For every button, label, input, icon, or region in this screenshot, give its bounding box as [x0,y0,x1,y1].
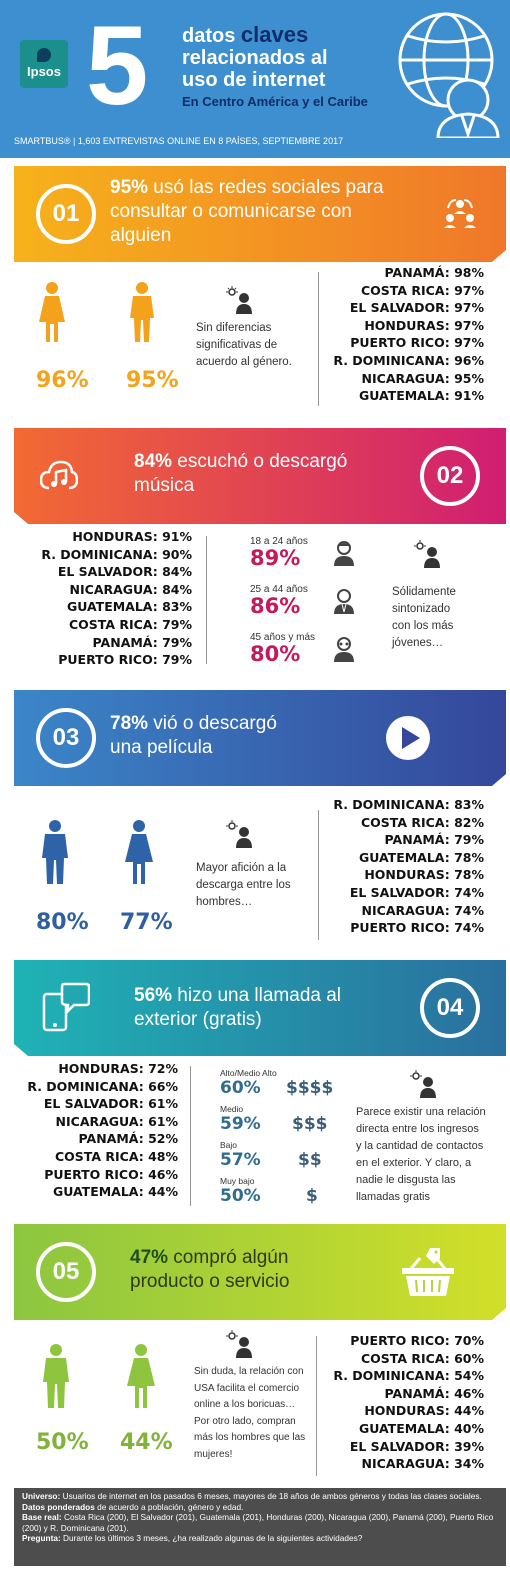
women-pct: 44% [120,1430,173,1455]
women-pct: 96% [36,368,89,393]
section-05-note: Sin duda, la relación con USA facilita el… [194,1366,306,1460]
divider [318,272,319,406]
men-pct: 80% [36,910,89,935]
big-number: 5 [86,3,149,128]
section-03-banner: 03 78% vió o descargó una película [14,690,506,786]
section-01-note: Sin diferencias significativas de acuerdo … [196,322,292,368]
section-number: 02 [420,446,480,506]
page-subtitle: En Centro América y el Caribe [182,94,368,109]
section-headline: 95% usó las redes sociales para consulta… [110,177,384,246]
page-title: datos claves relacionados al uso de inte… [182,22,328,92]
section-04-banner: 56% hizo una llamada al exterior (gratis… [14,960,506,1056]
income-pct: 57% [220,1150,261,1170]
idea-person-icon [226,1330,252,1358]
income-pct: 59% [220,1114,261,1134]
divider [206,536,207,664]
idea-person-icon [226,286,252,314]
age-label: 18 a 24 años [250,536,308,547]
smartbus-caption: SMARTBUS® | 1,603 ENTREVISTAS ONLINE EN … [14,136,344,146]
senior-person-icon [334,637,354,662]
women-pct: 77% [120,910,173,935]
income-symbol: $ [306,1186,318,1206]
section-number: 01 [36,184,96,244]
phone-chat-icon [42,982,90,1032]
section-02-banner: 84% escuchó o descargó música 02 [14,428,506,524]
section-headline: 47% compró algún producto o servicio [130,1247,290,1292]
woman-icon [125,820,153,884]
section-05-banner: 05 47% compró algún producto o servicio [14,1224,506,1320]
idea-person-icon [410,1070,436,1098]
header-banner: Ipsos 5 datos claves relacionados al uso… [0,0,510,158]
section-number: 05 [36,1242,96,1302]
idea-person-icon [414,540,440,568]
age-label: 45 años y más [250,632,316,643]
section-01-banner: 01 95% usó las redes sociales para consu… [14,166,506,262]
income-label: Alto/Medio Alto [220,1068,277,1078]
country-list-01: PANAMÁ: 98% COSTA RICA: 97% EL SALVADOR: 9… [333,265,484,404]
income-label: Medio [220,1104,244,1114]
section-headline: 84% escuchó o descargó música [134,451,348,496]
income-label: Bajo [220,1140,238,1150]
men-pct: 95% [126,368,179,393]
woman-icon [127,1344,155,1408]
man-icon [43,1344,69,1408]
man-icon [130,282,154,342]
divider [190,1066,191,1206]
age-pct: 89% [250,546,301,570]
section-number: 03 [36,708,96,768]
men-pct: 50% [36,1430,89,1455]
section-03-note: Mayor afición a la descarga entre los homb… [196,862,291,908]
country-list-03: R. DOMINICANA: 83% COSTA RICA: 82% PANAMÁ:… [333,797,484,936]
section-04-note: Parece existir una relación directa entre… [356,1106,486,1203]
man-icon [42,820,68,884]
country-list-05: PUERTO RICO: 70% COSTA RICA: 60% R. DOMINI… [333,1333,484,1472]
income-symbol: $$ [298,1150,322,1170]
age-pct: 86% [250,594,301,618]
play-icon [386,716,430,760]
section-number: 04 [420,978,480,1038]
income-pct: 60% [220,1078,261,1098]
country-list-04: HONDURAS: 72% R. DOMINICANA: 66% EL SALVAD… [27,1061,178,1200]
income-symbol: $$$ [292,1114,328,1134]
section-headline: 78% vió o descargó una película [110,713,277,758]
age-label: 25 a 44 años [250,584,308,595]
people-cycle-icon [444,199,476,228]
woman-icon [39,282,65,342]
age-pct: 80% [250,642,301,666]
country-list-02: HONDURAS: 91% R. DOMINICANA: 90% EL SALVAD… [41,529,192,668]
divider [318,810,319,940]
idea-person-icon [226,820,252,848]
adult-person-icon [334,589,354,614]
income-pct: 50% [220,1186,261,1206]
section-02-note: Sólidamente sintonizado con los más jóvenes… [392,586,456,649]
divider [316,1336,317,1476]
income-symbol: $$$$ [286,1078,334,1098]
young-person-icon [334,541,354,566]
footnotes: Universo: Usuarios de internet en los pa… [14,1488,506,1566]
cloud-music-icon [40,460,78,490]
section-headline: 56% hizo una llamada al exterior (gratis… [134,985,342,1030]
income-label: Muy bajo [220,1176,255,1186]
shopping-basket-icon [402,1248,454,1296]
ipsos-logo: Ipsos [20,40,68,88]
globe-person-icon [398,12,500,138]
